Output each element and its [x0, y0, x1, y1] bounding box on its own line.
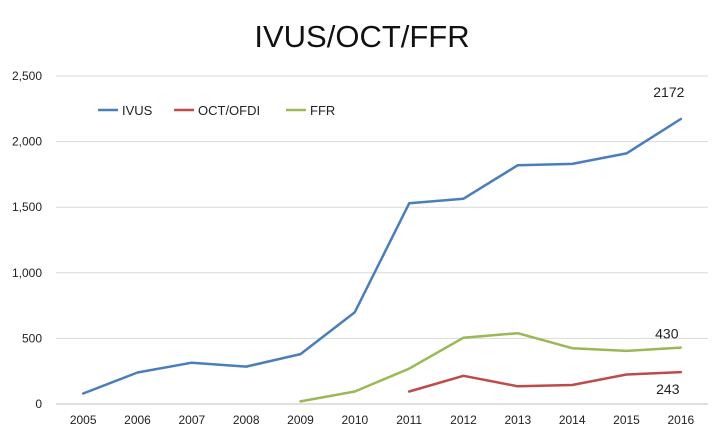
gridlines	[56, 75, 708, 339]
x-tick-label: 2009	[287, 413, 314, 427]
x-tick-label: 2006	[124, 413, 151, 427]
data-label-oct-ofdi: 243	[656, 381, 680, 397]
legend-label-oct-ofdi: OCT/OFDI	[198, 103, 260, 118]
y-tick-label: 1,000	[12, 266, 42, 280]
series-lines	[81, 117, 683, 403]
x-tick-label: 2012	[450, 413, 477, 427]
y-tick-label: 0	[35, 397, 42, 411]
legend-label-ffr: FFR	[310, 103, 335, 118]
series-line-ivus	[81, 117, 683, 395]
x-tick-label: 2005	[70, 413, 97, 427]
y-tick-label: 2,500	[12, 69, 42, 83]
end-labels: 2172 243 430	[653, 84, 684, 397]
x-tick-label: 2013	[504, 413, 531, 427]
x-tick-label: 2011	[396, 413, 422, 427]
series-line-oct-ofdi	[407, 370, 683, 393]
series-line-ffr	[299, 331, 683, 403]
x-tick-label: 2010	[341, 413, 368, 427]
x-tick-label: 2008	[233, 413, 260, 427]
y-tick-label: 2,000	[12, 135, 42, 149]
axes: 0 500 1,000 1,500 2,000 2,500 2005 2006 2007 2008…	[12, 69, 708, 427]
x-tick-label: 2014	[559, 413, 586, 427]
legend-label-ivus: IVUS	[122, 103, 153, 118]
data-label-ffr: 430	[655, 326, 679, 342]
y-tick-label: 1,500	[12, 200, 42, 214]
x-tick-label: 2016	[667, 413, 694, 427]
x-tick-label: 2015	[613, 413, 640, 427]
chart-title: IVUS/OCT/FFR	[254, 19, 469, 54]
data-label-ivus: 2172	[653, 84, 684, 100]
x-tick-label: 2007	[178, 413, 205, 427]
legend: IVUS OCT/OFDI FFR	[98, 103, 335, 118]
y-tick-label: 500	[22, 331, 42, 345]
